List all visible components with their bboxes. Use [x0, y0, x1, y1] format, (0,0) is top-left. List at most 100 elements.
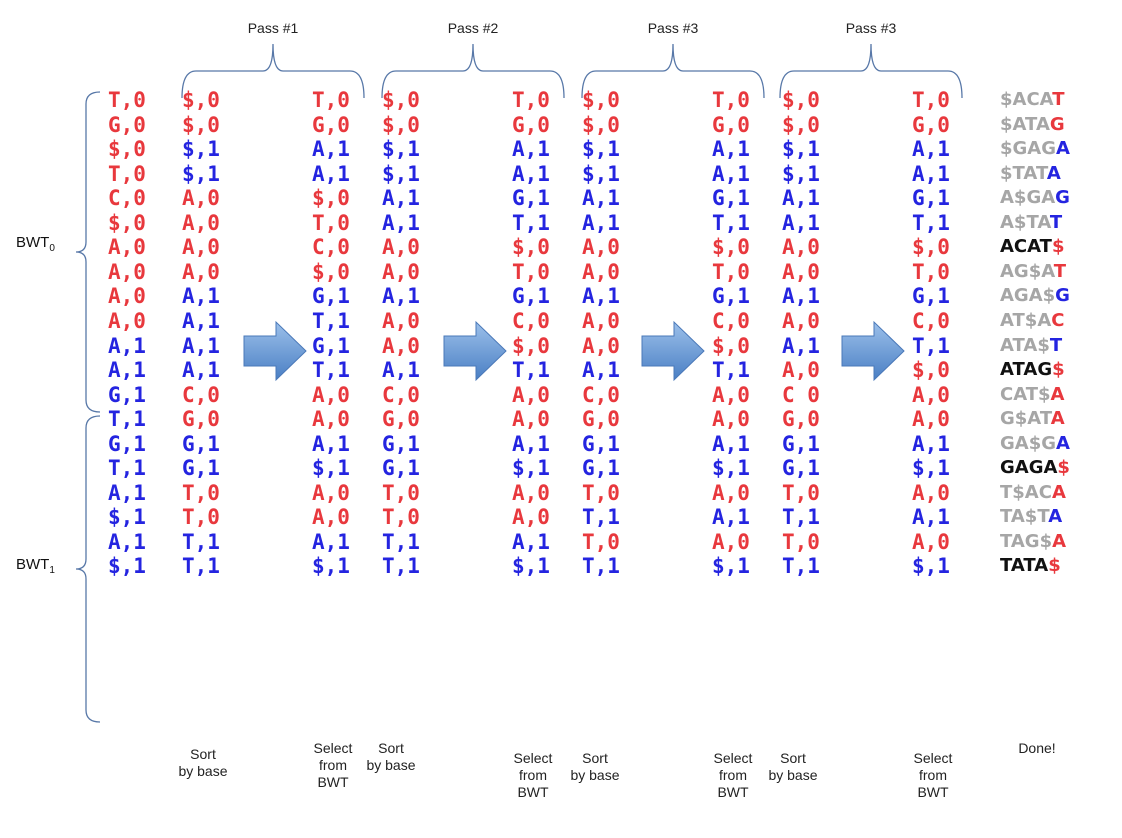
bwt-cell: T,1 — [312, 308, 350, 333]
bwt-cell: G,1 — [712, 186, 750, 211]
rotation-result: $ATAG — [1000, 113, 1065, 137]
bwt-cell: A,1 — [782, 284, 820, 309]
step-label: Sort by base — [178, 746, 228, 779]
bwt-cell: $,1 — [382, 137, 420, 162]
bwt-cell: A,0 — [312, 382, 350, 407]
bwt-cell: T,0 — [512, 259, 550, 284]
bwt-cell: T,1 — [512, 358, 550, 383]
bwt-cell: $,0 — [382, 88, 420, 112]
bwt-cell: A,1 — [712, 505, 750, 530]
rotation-result: G$ATA — [1000, 407, 1065, 431]
bwt-cell: A,1 — [582, 358, 620, 383]
bwt-cell: A,1 — [782, 210, 820, 235]
rotation-last-char: G — [1049, 113, 1065, 135]
bwt-cell: A,1 — [782, 333, 820, 358]
rotation-result: TAG$A — [1000, 530, 1066, 554]
rotation-last-char: G — [1055, 187, 1070, 209]
bwt1-brace — [75, 415, 101, 723]
bwt-cell: A,0 — [912, 480, 950, 505]
rotation-last-char: G — [1055, 285, 1070, 307]
bwt-cell: G,1 — [782, 456, 820, 481]
bwt-cell: A,0 — [782, 358, 820, 383]
bwt-cell: C,0 — [382, 382, 420, 407]
pass-brace — [779, 43, 963, 99]
bwt-cell: T,1 — [782, 554, 820, 579]
bwt-cell: T,0 — [582, 480, 620, 505]
bwt-cell: T,0 — [312, 88, 350, 112]
pass-label: Pass #3 — [647, 20, 699, 36]
bwt-cell: A,1 — [382, 186, 420, 211]
bwt-cell: A,0 — [512, 407, 550, 432]
bwt-cell: A,0 — [712, 407, 750, 432]
bwt-cell: T,1 — [108, 456, 146, 481]
bwt-cell: $,0 — [512, 333, 550, 358]
bwt-cell: A,0 — [108, 235, 146, 260]
rotation-last-char: $ — [1057, 457, 1070, 479]
pass-label: Pass #1 — [247, 20, 299, 36]
bwt-cell: $,0 — [582, 88, 620, 112]
step-label: Sort by base — [366, 740, 416, 773]
bwt-cell: A,1 — [912, 431, 950, 456]
rotation-last-char: T — [1052, 89, 1065, 110]
rotation-prefix: $GAG — [1000, 138, 1057, 160]
bwt-cell: G,1 — [782, 431, 820, 456]
bwt-cell: A,1 — [512, 137, 550, 162]
bwt-cell: $,0 — [312, 259, 350, 284]
bwt-cell: $,1 — [782, 137, 820, 162]
bwt-cell: A,0 — [712, 480, 750, 505]
bwt-cell: G,1 — [512, 186, 550, 211]
bwt-cell: $,1 — [512, 456, 550, 481]
bwt-cell: G,1 — [382, 431, 420, 456]
bwt-cell: A,0 — [512, 505, 550, 530]
bwt-cell: $,0 — [182, 88, 220, 112]
rotation-last-char: A — [1050, 383, 1065, 405]
bwt-cell: A,0 — [382, 235, 420, 260]
bwt-cell: A,0 — [312, 407, 350, 432]
rotation-prefix: G$AT — [1000, 408, 1051, 430]
rotation-prefix: TAG$ — [1000, 530, 1053, 552]
rotation-result: A$TAT — [1000, 211, 1062, 235]
step-label: Sort by base — [768, 750, 818, 783]
step-label: Done! — [1018, 740, 1056, 756]
bwt-cell: A,0 — [182, 210, 220, 235]
bwt-cell: A,0 — [782, 235, 820, 260]
bwt-cell: T,1 — [512, 210, 550, 235]
pass-brace — [581, 43, 765, 99]
rotation-prefix: ATA$ — [1000, 334, 1050, 356]
bwt-label: BWT1 — [16, 556, 55, 576]
bwt-cell: A,1 — [782, 186, 820, 211]
bwt-cell: A,0 — [782, 308, 820, 333]
bwt-cell: A,1 — [582, 210, 620, 235]
rotation-last-char: $ — [1052, 359, 1065, 381]
bwt-cell: T,0 — [782, 529, 820, 554]
bwt-cell: G,0 — [912, 112, 950, 137]
step-label: Select from BWT — [513, 750, 553, 800]
bwt-cell: T,1 — [182, 529, 220, 554]
bwt-cell: A,1 — [912, 505, 950, 530]
rotation-prefix: AG$A — [1000, 260, 1054, 282]
bwt-cell: T,1 — [312, 358, 350, 383]
bwt-cell: A,1 — [382, 358, 420, 383]
bwt-cell: G,0 — [512, 112, 550, 137]
bwt-cell: T,1 — [582, 554, 620, 579]
bwt-cell: A,0 — [182, 259, 220, 284]
rotation-prefix: $TAT — [1000, 162, 1047, 184]
bwt-cell: G,1 — [912, 186, 950, 211]
bwt-cell: $,0 — [108, 137, 146, 162]
bwt-cell: A,0 — [382, 333, 420, 358]
bwt-cell: T,1 — [712, 210, 750, 235]
bwt-cell: T,1 — [712, 358, 750, 383]
bwt-cell: T,1 — [582, 505, 620, 530]
rotation-result: GAGA$ — [1000, 456, 1070, 480]
bwt-cell: A,0 — [108, 308, 146, 333]
rotation-prefix: $ACA — [1000, 89, 1053, 110]
rotation-last-char: A — [1052, 530, 1067, 552]
rotation-prefix: ATAG — [1000, 359, 1053, 381]
bwt-cell: T,0 — [108, 88, 146, 112]
bwt-cell: A,0 — [712, 382, 750, 407]
rotation-last-char: $ — [1051, 236, 1065, 258]
bwt-label-base: BWT — [16, 556, 50, 573]
step-arrow-icon — [243, 320, 307, 382]
bwt-cell: G,1 — [512, 284, 550, 309]
bwt-cell: A,1 — [512, 161, 550, 186]
